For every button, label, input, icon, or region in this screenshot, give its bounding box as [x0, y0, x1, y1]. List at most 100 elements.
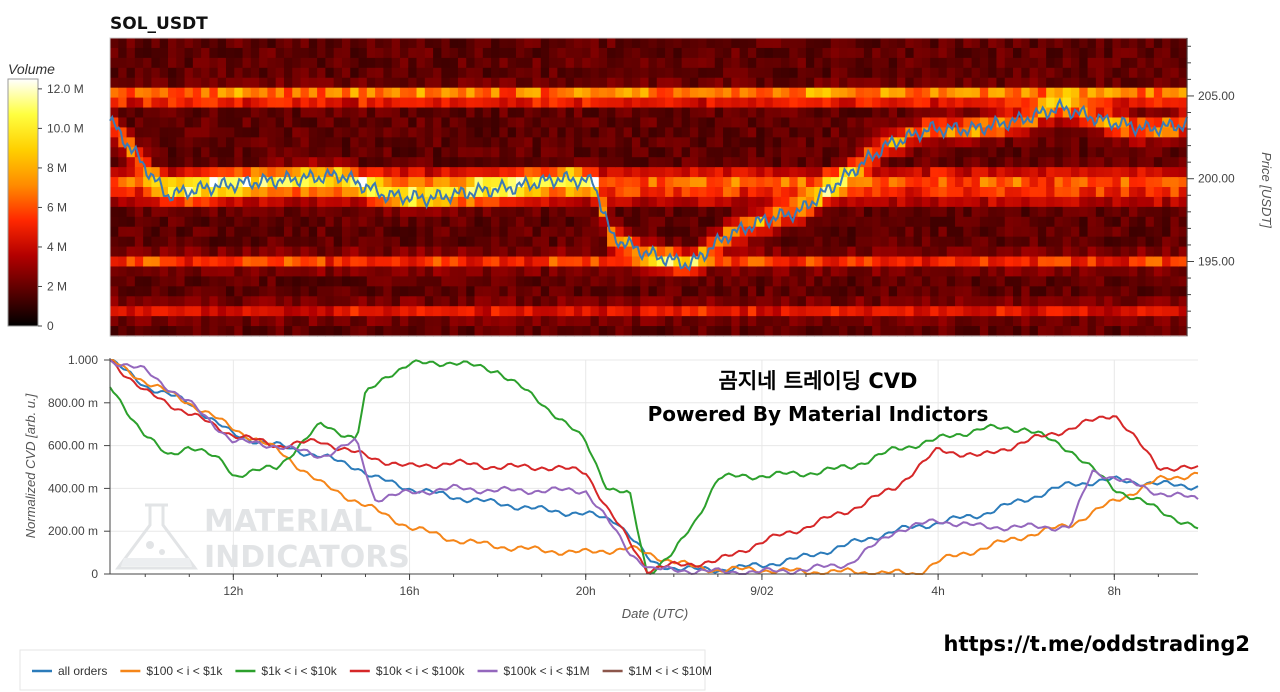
- heatmap-cell: [714, 246, 724, 258]
- heatmap-cell: [1004, 216, 1014, 228]
- heatmap-cell: [283, 57, 293, 69]
- heatmap-cell: [491, 216, 500, 228]
- heatmap-cell: [963, 137, 973, 148]
- heatmap-cell: [1129, 316, 1138, 327]
- heatmap-cell: [225, 57, 235, 69]
- heatmap-cell: [822, 57, 832, 69]
- heatmap-cell: [366, 256, 376, 268]
- heatmap-cell: [151, 216, 161, 228]
- heatmap-cell: [201, 316, 211, 327]
- footer-url[interactable]: https://t.me/oddstrading2: [944, 632, 1251, 656]
- heatmap-cell: [573, 316, 583, 327]
- heatmap-cell: [847, 276, 857, 287]
- heatmap-cell: [275, 256, 285, 268]
- heatmap-cell: [557, 226, 567, 238]
- heatmap-cell: [399, 266, 409, 277]
- heatmap-cell: [358, 117, 368, 128]
- heatmap-cell: [1178, 316, 1188, 327]
- heatmap-cell: [300, 38, 310, 49]
- heatmap-cell: [673, 326, 683, 337]
- heatmap-cell: [872, 276, 882, 287]
- heatmap-cell: [267, 97, 277, 109]
- heatmap-cell: [897, 206, 906, 218]
- heatmap-cell: [1046, 57, 1056, 69]
- heatmap-cell: [681, 177, 691, 188]
- heatmap-cell: [474, 77, 484, 89]
- heatmap-cell: [1004, 137, 1014, 148]
- heatmap-cell: [1095, 226, 1105, 238]
- heatmap-cell: [383, 246, 393, 258]
- heatmap-cell: [839, 296, 848, 307]
- heatmap-cell: [457, 226, 467, 238]
- heatmap-cell: [433, 97, 442, 109]
- heatmap-cell: [184, 196, 194, 208]
- heatmap-cell: [1079, 147, 1089, 158]
- heatmap-cell: [1145, 107, 1155, 119]
- heatmap-cell: [515, 47, 525, 59]
- heatmap-cell: [963, 286, 973, 297]
- heatmap-cell: [607, 187, 616, 198]
- heatmap-cell: [764, 216, 774, 228]
- heatmap-cell: [1095, 77, 1105, 89]
- heatmap-cell: [872, 316, 882, 327]
- heatmap-cell: [689, 266, 699, 277]
- heatmap-cell: [159, 127, 169, 138]
- heatmap-cell: [814, 38, 824, 49]
- heatmap-cell: [242, 77, 252, 89]
- heatmap-cell: [325, 256, 335, 268]
- heatmap-cell: [1054, 276, 1064, 287]
- heatmap-cell: [457, 236, 467, 248]
- heatmap-cell: [1178, 107, 1188, 119]
- heatmap-cell: [283, 316, 293, 327]
- heatmap-cell: [1137, 137, 1147, 148]
- heatmap-cell: [1079, 206, 1089, 218]
- heatmap-cell: [118, 286, 128, 297]
- heatmap-cell: [466, 226, 476, 238]
- heatmap-cell: [731, 256, 741, 268]
- heatmap-cell: [391, 266, 401, 277]
- heatmap-cell: [913, 97, 923, 109]
- heatmap-cell: [441, 167, 451, 178]
- heatmap-cell: [259, 246, 268, 258]
- heatmap-cell: [143, 107, 153, 119]
- heatmap-cell: [126, 226, 136, 238]
- heatmap-cell: [557, 127, 567, 138]
- heatmap-cell: [905, 306, 915, 317]
- heatmap-cell: [110, 196, 119, 208]
- heatmap-cell: [913, 47, 923, 59]
- heatmap-cell: [184, 296, 194, 307]
- heatmap-cell: [897, 147, 906, 158]
- heatmap-cell: [474, 236, 484, 248]
- heatmap-cell: [292, 196, 302, 208]
- heatmap-cell: [764, 57, 774, 69]
- heatmap-cell: [441, 236, 451, 248]
- heatmap-cell: [731, 316, 741, 327]
- heatmap-cell: [714, 147, 724, 158]
- heatmap-cell: [814, 77, 824, 89]
- heatmap-cell: [1021, 196, 1031, 208]
- heatmap-cell: [938, 266, 948, 277]
- heatmap-cell: [814, 206, 824, 218]
- heatmap-cell: [590, 326, 600, 337]
- heatmap-cell: [772, 326, 782, 337]
- heatmap-cell: [491, 107, 500, 119]
- heatmap-cell: [573, 67, 583, 79]
- heatmap-cell: [482, 286, 492, 297]
- heatmap-cell: [897, 246, 906, 258]
- heatmap-cell: [573, 236, 583, 248]
- heatmap-cell: [234, 306, 244, 317]
- heatmap-cell: [242, 296, 252, 307]
- heatmap-cell: [714, 67, 724, 79]
- heatmap-cell: [747, 47, 757, 59]
- heatmap-cell: [1145, 266, 1155, 277]
- heatmap-cell: [441, 47, 451, 59]
- heatmap-cell: [151, 57, 161, 69]
- heatmap-cell: [872, 117, 882, 128]
- heatmap-cell: [656, 137, 666, 148]
- heatmap-cell: [549, 236, 558, 248]
- heatmap-cell: [607, 326, 616, 337]
- heatmap-cell: [184, 326, 194, 337]
- heatmap-cell: [300, 226, 310, 238]
- heatmap-cell: [1137, 306, 1147, 317]
